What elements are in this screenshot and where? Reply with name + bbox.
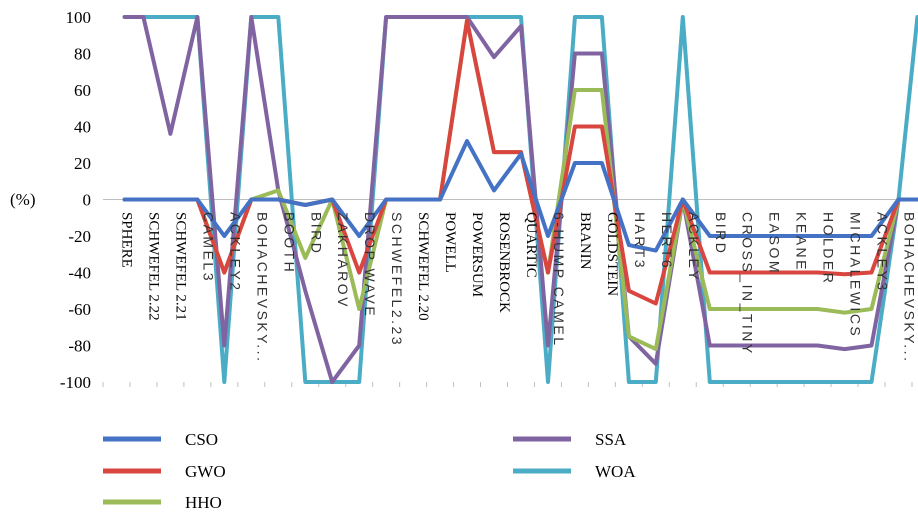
y-tick-label: -60: [68, 300, 91, 319]
x-tick-label: 6-HUMP CAMEL: [551, 212, 567, 348]
x-tick-label: ROSENBROCK: [496, 212, 512, 313]
x-tick-label: BIRD: [308, 212, 324, 255]
legend-label: CSO: [185, 430, 218, 449]
x-tick-label: QUARTIC: [523, 212, 539, 278]
y-axis-ticks: 100 80 60 40 20 0 -20 -40 -60 -80 -100: [60, 8, 91, 392]
y-tick-label: -20: [68, 227, 91, 246]
x-tick-label: HART3: [632, 212, 648, 270]
x-tick-label: MICHALEWICS: [848, 212, 864, 338]
x-tick-label: GOLDSTEIN: [604, 212, 620, 296]
legend-label: GWO: [185, 462, 226, 481]
series-line-cso: [122, 139, 918, 253]
x-axis-tick-marks: [102, 382, 913, 387]
y-tick-label: 80: [74, 45, 91, 64]
x-tick-label: SCHWEFEL 2.20: [415, 212, 431, 321]
y-axis-label: (%): [10, 190, 35, 209]
series-line-ssa: [122, 15, 918, 384]
x-tick-label: SCHWEFEL 2.21: [172, 212, 188, 321]
legend-label: HHO: [185, 493, 222, 512]
x-tick-label: DROP WAVE: [362, 212, 378, 318]
x-tick-label: BOHACHEVSKY...: [902, 212, 918, 363]
x-tick-label: KEANE: [794, 212, 810, 272]
y-tick-label: 0: [83, 191, 92, 210]
legend-item-cso: CSO: [103, 430, 218, 449]
x-tick-label: POWERSUM: [469, 212, 485, 297]
x-tick-label: POWELL: [442, 212, 458, 273]
x-tick-label: BOOTH: [281, 212, 297, 274]
x-tick-label: HOLDER: [821, 212, 837, 285]
legend: CSO SSA GWO WOA HHO: [103, 430, 636, 512]
legend-item-gwo: GWO: [103, 462, 226, 481]
x-tick-label: SCHWEFEL 2.22: [145, 212, 161, 321]
legend-label: WOA: [595, 462, 636, 481]
x-tick-label: BOHACHEVSKY...: [254, 212, 270, 363]
legend-item-woa: WOA: [513, 462, 636, 481]
x-tick-label: ZAKHAROV: [335, 212, 351, 309]
x-tick-label: SPHERE: [119, 212, 135, 268]
x-tick-label: CAMEL3: [200, 212, 216, 283]
legend-item-hho: HHO: [103, 493, 222, 512]
y-tick-label: 100: [66, 8, 92, 27]
y-tick-label: -40: [68, 264, 91, 283]
y-tick-label: 60: [74, 81, 91, 100]
legend-label: SSA: [595, 430, 627, 449]
series-lines: [122, 15, 918, 384]
y-tick-label: -100: [60, 373, 91, 392]
legend-item-ssa: SSA: [513, 430, 627, 449]
x-tick-label: SCHWEFEL2.23: [389, 212, 405, 347]
y-tick-label: 20: [74, 154, 91, 173]
x-tick-label: EASOM: [767, 212, 783, 275]
x-tick-label: ACKLEY: [686, 212, 702, 282]
x-axis-labels: SPHERE SCHWEFEL 2.22 SCHWEFEL 2.21 CAMEL3 AC…: [119, 212, 918, 364]
y-tick-label: -80: [68, 337, 91, 356]
y-tick-label: 40: [74, 118, 91, 137]
series-line-hho: [122, 18, 918, 352]
x-tick-label: BRANIN: [577, 212, 593, 270]
x-tick-label: BIRD: [713, 212, 729, 255]
x-tick-label: CROSS_IN_TINY: [740, 212, 756, 356]
x-tick-label: ACKLEY3: [875, 212, 891, 293]
x-tick-label: ACKLEY2: [227, 212, 243, 293]
x-tick-label: HERT6: [659, 212, 675, 270]
